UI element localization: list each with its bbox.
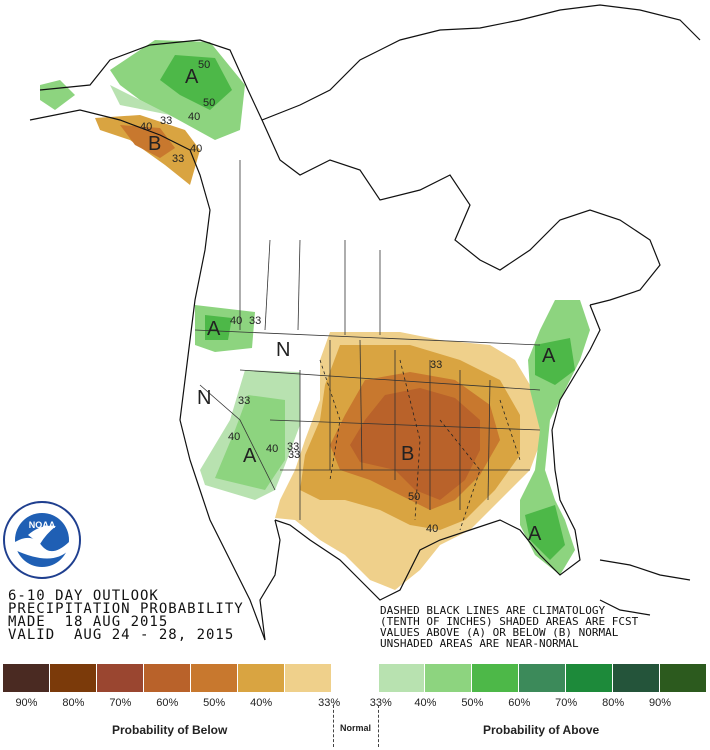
map-letter-3: A (207, 318, 221, 340)
normal-caption: Normal (340, 723, 372, 733)
legend-label: 90% (649, 697, 672, 709)
map-outlines (29, 4, 701, 641)
map-number-17: 33 (430, 359, 442, 371)
legend-swatch (660, 664, 708, 692)
note-line-3: VALUES ABOVE (A) OR BELOW (B) NORMAL (380, 626, 619, 639)
legend-label: 40% (414, 697, 437, 709)
outlook-labels: A B A N N A B A A 50 50 40 40 33 40 33 4… (140, 59, 556, 545)
map-number-10: 33 (238, 395, 250, 407)
below-caption: Probability of Below (112, 723, 228, 737)
made-date: MADE 18 AUG 2015 (8, 614, 169, 630)
legend-label: 33% (318, 697, 341, 709)
legend-swatch (143, 664, 191, 692)
legend-label: 80% (62, 697, 85, 709)
legend-label: 90% (15, 697, 38, 709)
political-borders (194, 160, 541, 520)
legend-swatch (613, 664, 661, 692)
note-line-2: (TENTH OF INCHES) SHADED AREAS ARE FCST (380, 615, 639, 628)
legend-label: 60% (508, 697, 531, 709)
northwest-above-region (195, 305, 255, 352)
legend-swatch (49, 664, 97, 692)
map-number-13: 40 (266, 443, 278, 455)
legend-swatch (96, 664, 144, 692)
map-letter-9: A (528, 523, 542, 545)
probability-legend (3, 664, 708, 692)
map-number-2: 50 (203, 97, 215, 109)
legend-label: 40% (250, 697, 273, 709)
map-number-16: 40 (426, 523, 438, 535)
legend-swatch (519, 664, 567, 692)
map-letter-2: B (148, 133, 161, 155)
note-line-4: UNSHADED AREAS ARE NEAR-NORMAL (380, 637, 579, 650)
map-letter-1: A (185, 66, 199, 88)
noaa-logo: NOAA (3, 501, 81, 579)
map-number-11: 40 (228, 431, 240, 443)
legend-labels: 90% 80% 70% 60% 50% 40% 33% 33% 40% 50% 60% 70% 80% 9… (3, 697, 707, 711)
above-caption: Probability of Above (483, 723, 600, 737)
outlook-title-block: 6-10 DAY OUTLOOK PRECIPITATION PROBABILI… (8, 588, 244, 643)
map-number-15: 50 (408, 491, 420, 503)
map-letter-5: N (197, 387, 211, 409)
legend-swatch (378, 664, 426, 692)
map-number-14: 33 (288, 449, 300, 461)
east-above-region (520, 300, 590, 575)
southwest-above-region (200, 370, 300, 500)
precipitation-outlook-map: A B A N N A B A A 50 50 40 40 33 40 33 4… (3, 4, 701, 641)
outlook-title: 6-10 DAY OUTLOOK (8, 588, 159, 604)
map-letter-6: A (243, 445, 257, 467)
legend-swatch (566, 664, 614, 692)
legend-label: 80% (602, 697, 625, 709)
normal-right-divider (378, 705, 379, 747)
map-number-6: 40 (190, 143, 202, 155)
noaa-logo-text: NOAA (29, 520, 56, 530)
map-number-4: 40 (140, 121, 152, 133)
normal-left-divider (333, 705, 334, 747)
legend-label: 33% (369, 697, 392, 709)
legend-swatch (237, 664, 285, 692)
legend-label: 60% (156, 697, 179, 709)
legend-label: 70% (109, 697, 132, 709)
map-number-12: 33 (287, 441, 299, 453)
legend-swatch (425, 664, 473, 692)
outlook-subtitle: PRECIPITATION PROBABILITY (8, 601, 244, 617)
legend-swatch (472, 664, 520, 692)
alaska-below-region (95, 115, 200, 185)
legend-swatch (284, 664, 332, 692)
note-line-1: DASHED BLACK LINES ARE CLIMATOLOGY (380, 604, 606, 617)
climatology-lines (319, 359, 521, 531)
map-number-8: 40 (230, 315, 242, 327)
legend-label: 70% (555, 697, 578, 709)
map-letter-7: B (401, 443, 414, 465)
map-number-3: 40 (188, 111, 200, 123)
legend-label: 50% (461, 697, 484, 709)
legend-swatch (331, 664, 379, 692)
legend-swatch (190, 664, 238, 692)
map-number-9: 33 (249, 315, 261, 327)
alaska-above-region (40, 40, 245, 140)
legend-label: 50% (203, 697, 226, 709)
legend-swatch (3, 664, 50, 692)
map-notes: DASHED BLACK LINES ARE CLIMATOLOGY (TENT… (380, 605, 638, 649)
valid-dates: VALID AUG 24 - 28, 2015 (8, 627, 235, 643)
map-letter-8: A (542, 345, 556, 367)
central-below-region (275, 332, 545, 590)
map-letter-4: N (276, 339, 290, 361)
map-number-7: 33 (172, 153, 184, 165)
map-number-5: 33 (160, 115, 172, 127)
map-number-1: 50 (198, 59, 210, 71)
